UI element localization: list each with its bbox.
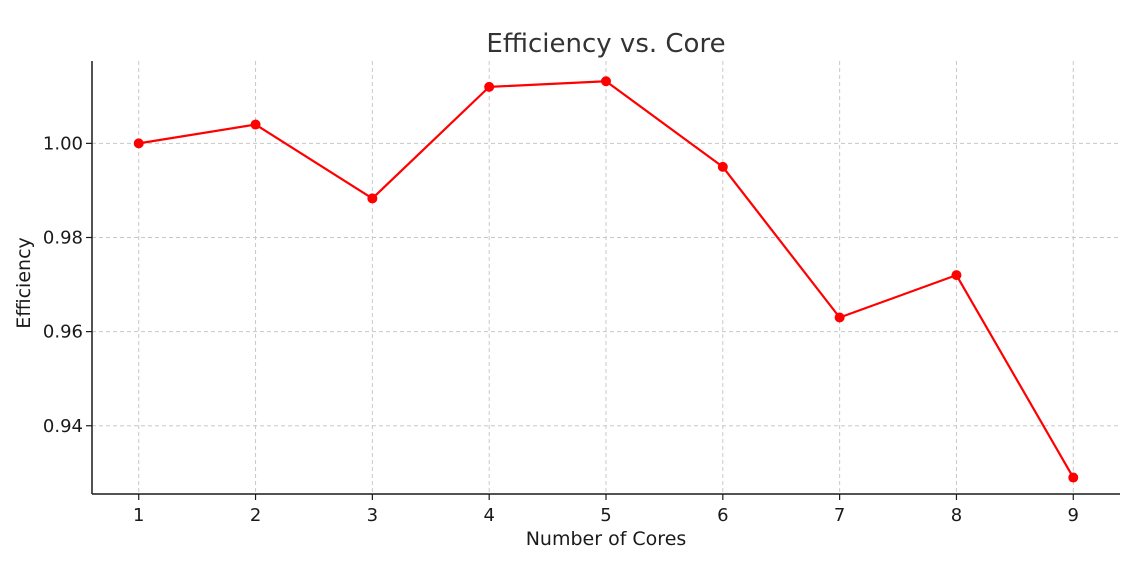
x-tick-label: 2 xyxy=(250,505,261,526)
data-point xyxy=(133,138,144,149)
data-point xyxy=(1068,472,1079,483)
x-tick-label: 4 xyxy=(483,505,494,526)
x-axis-label: Number of Cores xyxy=(526,528,687,550)
y-tick-label: 0.96 xyxy=(43,322,83,343)
ticks: 1 2 3 4 5 6 7 8 9 0.94 0.96 0.98 1.00 xyxy=(43,133,1079,526)
x-tick-label: 8 xyxy=(951,505,962,526)
y-tick-label: 1.00 xyxy=(43,133,83,154)
x-tick-label: 1 xyxy=(133,505,144,526)
x-tick-label: 6 xyxy=(717,505,728,526)
data-point xyxy=(367,193,378,204)
data-point xyxy=(601,76,611,87)
grid xyxy=(92,61,1120,494)
data-point xyxy=(717,161,728,172)
x-tick-label: 9 xyxy=(1068,505,1079,526)
data-point xyxy=(484,81,495,92)
chart-title: Efficiency vs. Core xyxy=(486,29,725,59)
x-tick-label: 7 xyxy=(834,505,845,526)
y-tick-label: 0.98 xyxy=(43,227,83,248)
y-tick-label: 0.94 xyxy=(43,416,83,437)
y-axis-label: Efficiency xyxy=(13,237,35,329)
data-point xyxy=(951,270,962,281)
data-point xyxy=(250,119,261,130)
data-point xyxy=(834,312,845,323)
x-tick-label: 5 xyxy=(600,505,611,526)
x-tick-label: 3 xyxy=(367,505,378,526)
data-series xyxy=(133,76,1079,483)
